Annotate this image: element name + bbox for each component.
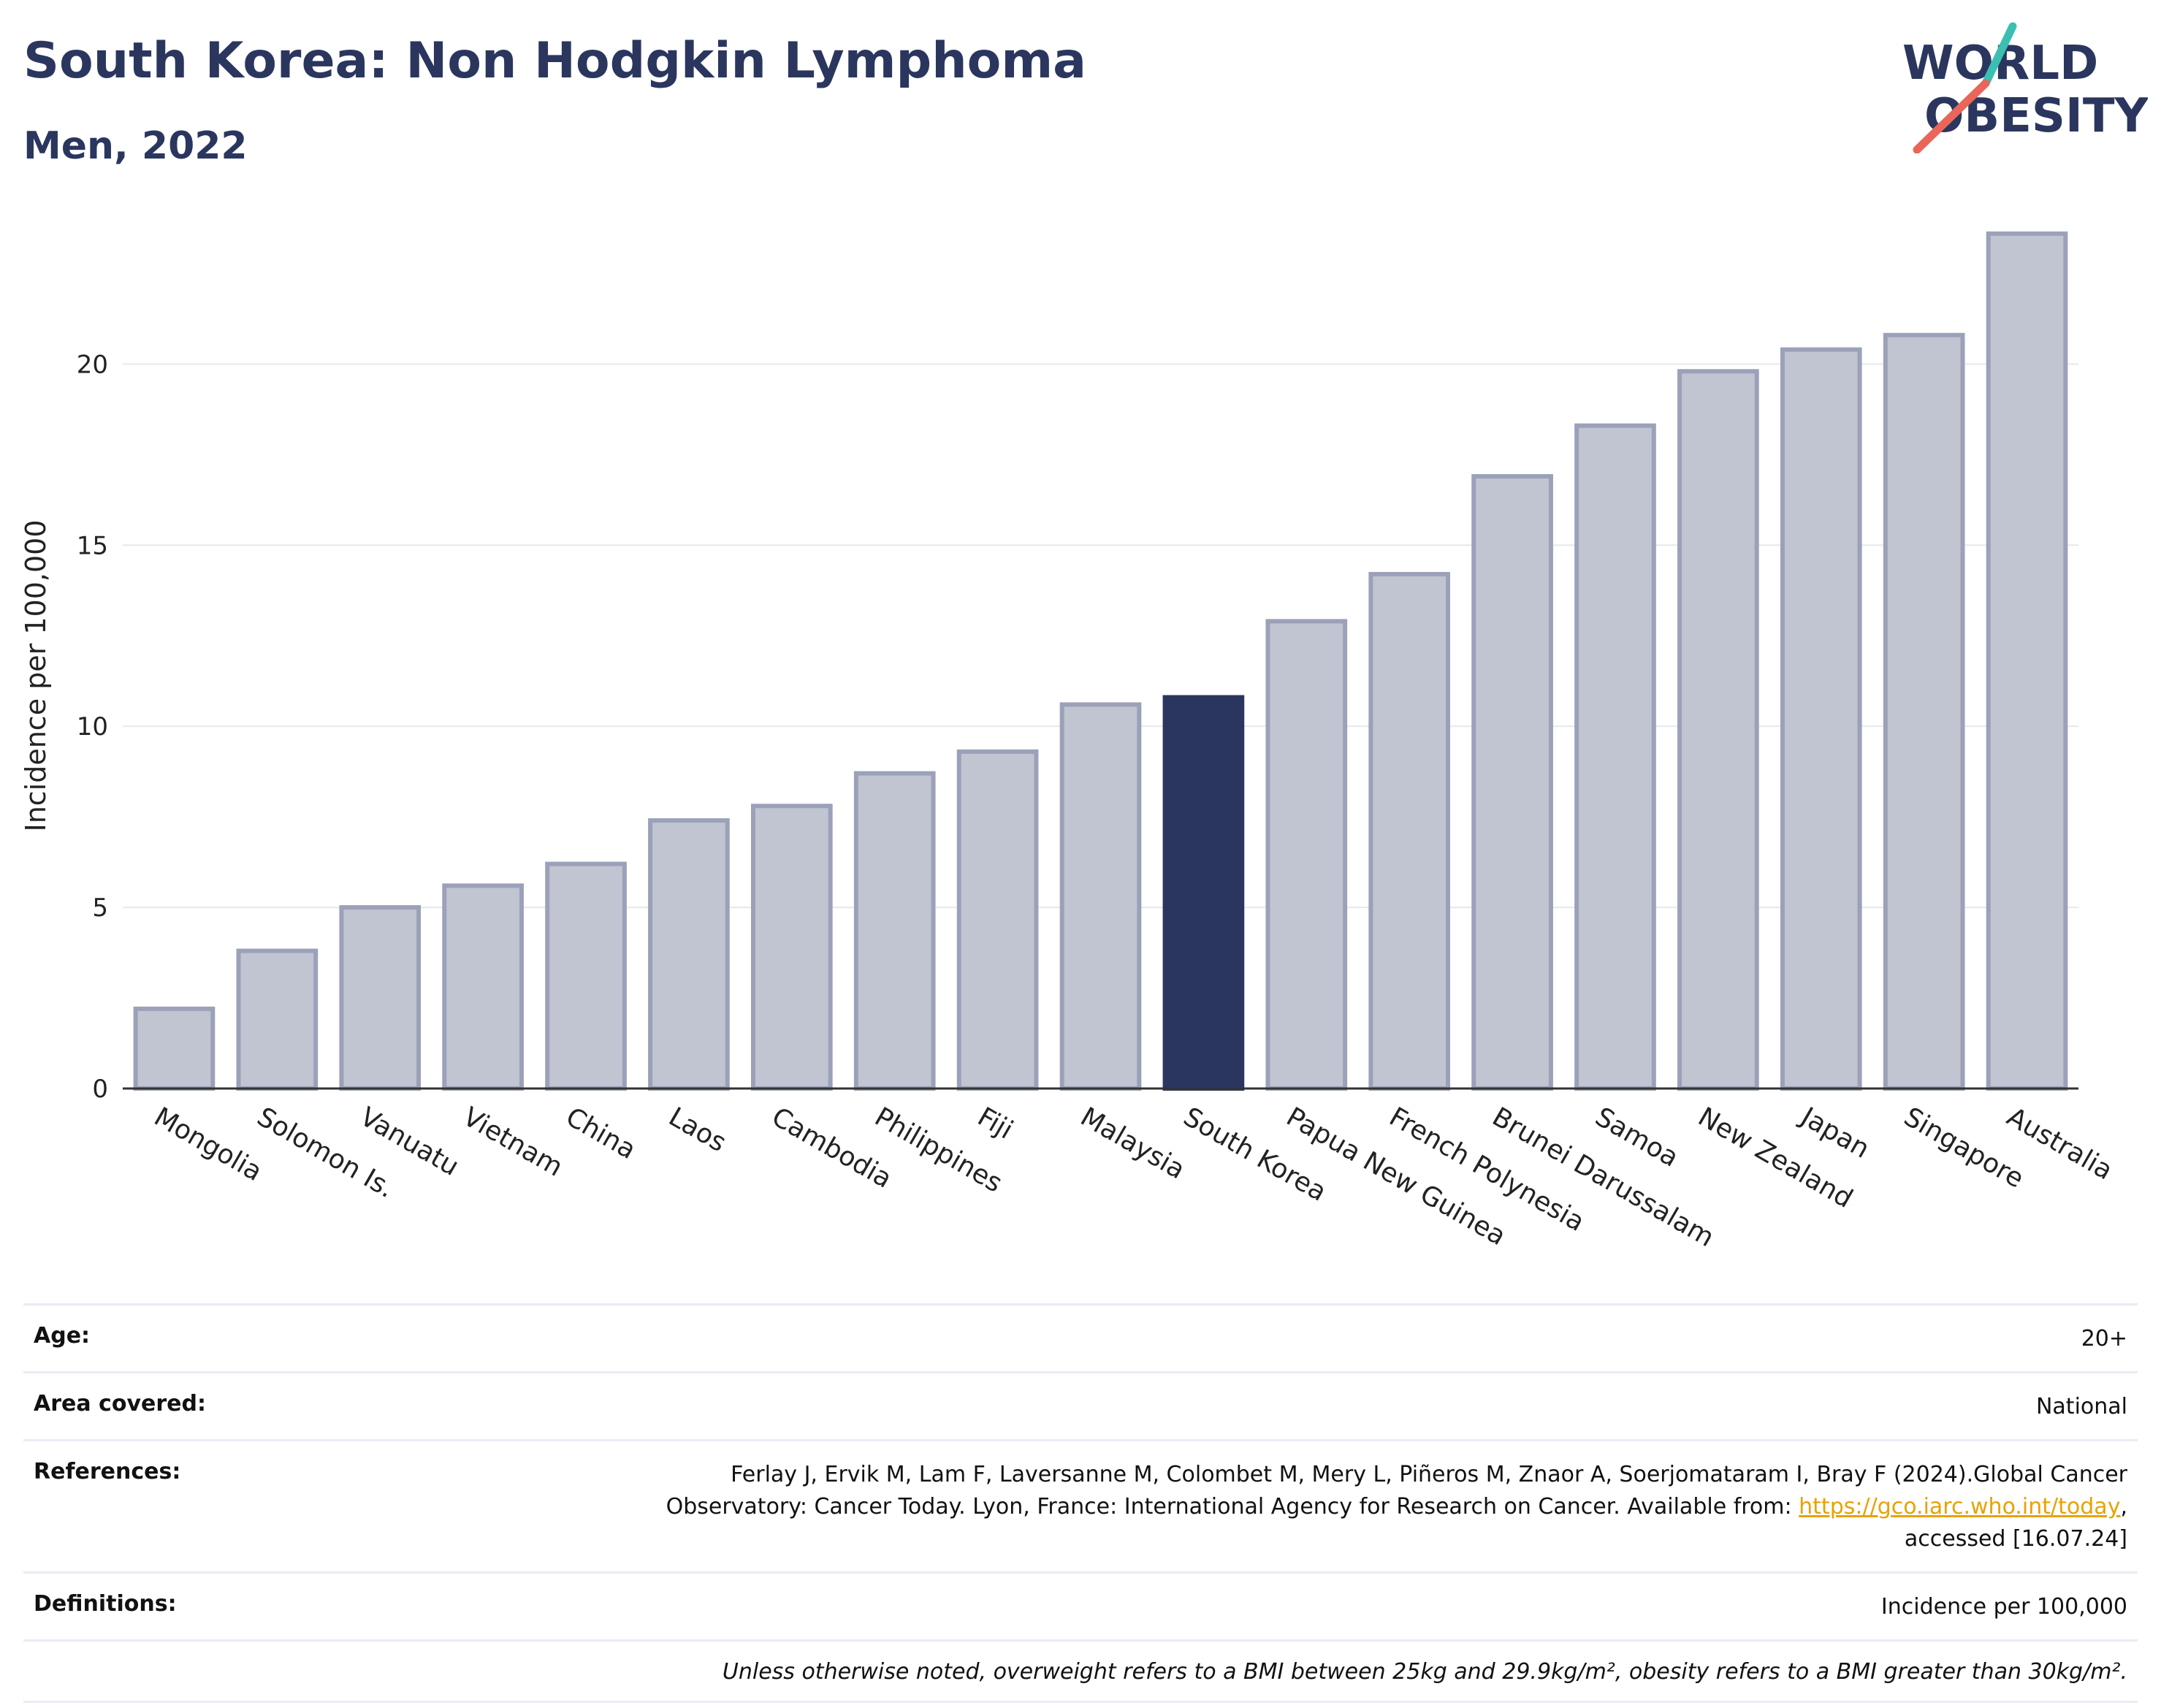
logo-slash-coral [1913,79,1990,153]
bar-brunei-darussalam [1471,474,1553,1091]
ref-text-3: accessed [16.07.24] [1904,1526,2127,1552]
bar-vietnam [442,883,524,1091]
x-tick-label: Vietnam [458,1102,568,1183]
bar-singapore [1883,332,1965,1091]
bar-malaysia [1059,702,1142,1091]
age-value: 20+ [2081,1326,2127,1351]
bar-cambodia [750,804,833,1091]
ref-text-1: Ferlay J, Ervik M, Lam F, Laversanne M, … [731,1462,2127,1487]
bar-australia [1986,231,2068,1091]
definitions-value: Incidence per 100,000 [1880,1594,2127,1620]
page-title: South Korea: Non Hodgkin Lymphoma [23,32,1087,90]
area-label: Area covered: [34,1391,206,1417]
x-tick-label: China [561,1102,641,1165]
bar-vanuatu [339,905,422,1091]
bar-papua-new-guinea [1265,619,1348,1091]
meta-row-references: References: Ferlay J, Ervik M, Lam F, La… [23,1439,2138,1571]
x-tick-label: Fiji [972,1102,1018,1145]
meta-row-age: Age: 20+ [23,1303,2138,1371]
bar-south-korea [1162,695,1245,1091]
bmi-note: Unless otherwise noted, overweight refer… [722,1659,2127,1685]
y-ticks: 0 5 10 15 20 [77,350,108,1104]
metadata-table: Age: 20+ Area covered: National Referenc… [23,1303,2138,1703]
x-tick-label: Laos [663,1102,731,1158]
page-subtitle: Men, 2022 [23,124,248,168]
bar-solomon-is- [236,948,319,1091]
references-label: References: [34,1459,181,1484]
ref-text-2: Observatory: Cancer Today. Lyon, France:… [666,1494,1799,1520]
bar-new-zealand [1677,369,1759,1091]
area-value: National [2035,1394,2127,1419]
y-axis-label: Incidence per 100,000 [20,519,52,831]
meta-row-area: Area covered: National [23,1371,2138,1439]
bar-mongolia [133,1006,216,1091]
y-tick-label: 0 [92,1075,108,1104]
bar-laos [648,818,730,1091]
ref-link[interactable]: https://gco.iarc.who.int/today [1799,1494,2121,1520]
meta-row-definitions: Definitions: Incidence per 100,000 [23,1571,2138,1639]
y-tick-label: 15 [77,531,108,560]
age-label: Age: [34,1323,91,1349]
bar-philippines [853,771,936,1091]
x-tick-label: Mongolia [149,1102,267,1187]
logo-line2: OBESITY [1924,89,2148,143]
bar-french-polynesia [1368,571,1451,1091]
y-tick-label: 5 [92,893,108,923]
definitions-label: Definitions: [34,1591,177,1617]
x-tick-label: Japan [1795,1101,1875,1164]
references-value: Ferlay J, Ervik M, Lam F, Laversanne M, … [666,1462,2127,1552]
bar-japan [1780,347,1862,1091]
bars [133,231,2068,1091]
y-tick-label: 10 [77,712,108,741]
bar-samoa [1574,423,1656,1091]
world-obesity-logo: WORLD OBESITY [1902,22,2148,153]
meta-row-note: Unless otherwise noted, overweight refer… [23,1639,2138,1703]
x-tick-label: Malaysia [1075,1102,1190,1185]
y-tick-label: 20 [77,350,108,379]
bar-china [545,861,627,1091]
logo-slash-teal [1981,22,2017,88]
bar-fiji [956,749,1039,1091]
